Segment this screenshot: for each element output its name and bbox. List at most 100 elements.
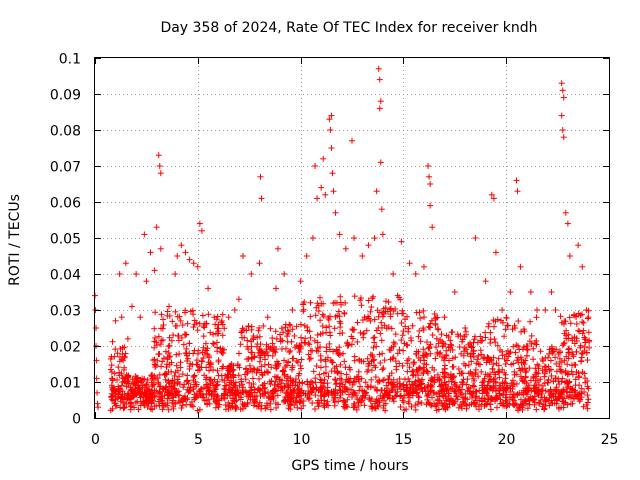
scatter-point <box>449 355 456 362</box>
scatter-point <box>300 308 307 315</box>
scatter-point <box>340 397 347 404</box>
scatter-point <box>459 338 466 345</box>
scatter-point <box>353 374 360 381</box>
scatter-point <box>309 399 316 406</box>
scatter-point <box>489 366 496 373</box>
scatter-point <box>294 404 301 411</box>
scatter-point <box>378 319 385 326</box>
scatter-point <box>523 367 530 374</box>
scatter-point <box>491 375 498 382</box>
scatter-point <box>464 350 471 357</box>
scatter-point <box>378 337 385 344</box>
scatter-point <box>282 321 289 328</box>
scatter-point <box>468 343 475 350</box>
scatter-point <box>390 376 397 383</box>
scatter-point <box>325 314 332 321</box>
scatter-point <box>160 403 167 410</box>
scatter-point <box>409 368 416 375</box>
scatter-point <box>313 363 320 370</box>
scatter-point <box>380 365 387 372</box>
scatter-point <box>487 406 494 413</box>
scatter-point <box>176 350 183 357</box>
scatter-point <box>323 324 330 331</box>
scatter-point <box>179 322 186 329</box>
scatter-point <box>585 396 592 403</box>
scatter-point <box>355 373 362 380</box>
scatter-point <box>412 402 419 409</box>
scatter-point <box>214 367 221 374</box>
scatter-point <box>420 346 427 353</box>
scatter-point <box>244 343 251 350</box>
scatter-point <box>491 323 498 330</box>
scatter-point <box>182 307 189 314</box>
scatter-point <box>337 293 344 300</box>
scatter-point <box>551 400 558 407</box>
scatter-point <box>565 346 572 353</box>
scatter-point <box>584 315 591 322</box>
scatter-point <box>312 375 319 382</box>
scatter-point <box>147 405 154 412</box>
scatter-point <box>462 362 469 369</box>
scatter-point <box>246 362 253 369</box>
scatter-point <box>249 375 256 382</box>
scatter-point <box>158 325 165 332</box>
scatter-point <box>193 357 200 364</box>
scatter-point <box>326 346 333 353</box>
scatter-point <box>550 378 557 385</box>
scatter-point <box>495 355 502 362</box>
scatter-point <box>131 404 138 411</box>
scatter-point <box>291 332 298 339</box>
scatter-point <box>155 333 162 340</box>
scatter-point <box>406 378 413 385</box>
scatter-point <box>349 326 356 333</box>
scatter-point <box>312 312 319 319</box>
scatter-point <box>518 328 525 335</box>
scatter-point <box>162 376 169 383</box>
scatter-point <box>158 311 165 318</box>
scatter-point <box>520 387 527 394</box>
scatter-point <box>368 367 375 374</box>
scatter-point <box>194 407 201 414</box>
scatter-point <box>238 378 245 385</box>
scatter-point <box>371 334 378 341</box>
scatter-point <box>282 345 289 352</box>
scatter-point <box>570 353 577 360</box>
scatter-point <box>456 344 463 351</box>
scatter-point <box>326 323 333 330</box>
scatter-point <box>336 344 343 351</box>
scatter-point <box>317 376 324 383</box>
scatter-point <box>350 327 357 334</box>
scatter-point <box>509 326 516 333</box>
scatter-point <box>460 376 467 383</box>
scatter-point <box>433 335 440 342</box>
scatter-point <box>561 339 568 346</box>
scatter-point <box>329 359 336 366</box>
scatter-point <box>572 376 579 383</box>
scatter-point <box>509 377 516 384</box>
scatter-point <box>135 406 142 413</box>
scatter-point <box>160 355 167 362</box>
scatter-point <box>431 311 438 318</box>
scatter-point <box>499 366 506 373</box>
scatter-point <box>295 372 302 379</box>
scatter-point <box>267 325 274 332</box>
scatter-point <box>492 339 499 346</box>
scatter-point <box>443 352 450 359</box>
scatter-point <box>109 338 116 345</box>
scatter-point <box>487 329 494 336</box>
scatter-point <box>552 354 559 361</box>
scatter-point <box>441 400 448 407</box>
scatter-point <box>341 358 348 365</box>
scatter-point <box>221 391 228 398</box>
scatter-point <box>557 313 564 320</box>
scatter-point <box>365 360 372 367</box>
scatter-point <box>289 364 296 371</box>
scatter-point <box>477 361 484 368</box>
scatter-point <box>379 350 386 357</box>
scatter-point <box>476 401 483 408</box>
scatter-point <box>478 338 485 345</box>
scatter-point <box>267 406 274 413</box>
scatter-point <box>175 397 182 404</box>
scatter-point <box>286 402 293 409</box>
scatter-point <box>160 321 167 328</box>
